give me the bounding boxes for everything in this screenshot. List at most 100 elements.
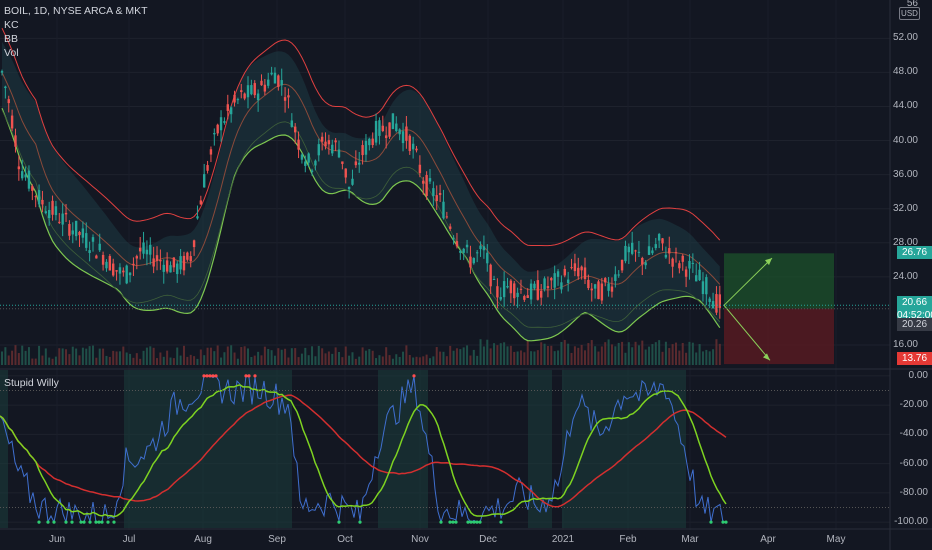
oversold-dot	[478, 520, 482, 524]
indicator-kc[interactable]: KC	[4, 19, 19, 31]
volume-bar	[705, 349, 708, 365]
volume-bar	[584, 350, 587, 365]
candle-body	[459, 250, 462, 253]
volume-bar	[422, 356, 425, 365]
oversold-dot	[112, 520, 116, 524]
price-tick-label: 36.00	[892, 168, 918, 180]
oscillator-title[interactable]: Stupid Willy	[4, 377, 59, 389]
oversold-dot	[499, 520, 503, 524]
volume-bar	[644, 349, 647, 365]
volume-bar	[1, 351, 3, 365]
symbol-title[interactable]: BOIL, 1D, NYSE ARCA & MKT	[4, 5, 148, 17]
candle-body	[678, 263, 681, 269]
candle-body	[324, 141, 327, 147]
overbought-dot	[253, 374, 257, 378]
volume-bar	[317, 345, 320, 365]
time-tick-label: Feb	[619, 534, 637, 545]
volume-bar	[607, 339, 610, 365]
candle-body	[482, 246, 486, 251]
candle-body	[347, 186, 351, 190]
candle-body	[415, 148, 418, 151]
candle-body	[550, 278, 553, 281]
candle-body	[684, 269, 688, 277]
candle-body	[499, 296, 502, 300]
arrow-head	[763, 353, 770, 361]
volume-bar	[459, 349, 462, 365]
candle-body	[203, 174, 206, 188]
candle-body	[307, 153, 310, 163]
oversold-dot	[64, 520, 68, 524]
oversold-dot	[37, 520, 41, 524]
candle-body	[101, 254, 105, 265]
volume-bar	[203, 355, 206, 365]
currency-badge[interactable]: USD	[899, 7, 920, 20]
volume-bar	[718, 343, 721, 365]
volume-bar	[149, 346, 152, 365]
candle-body	[277, 75, 280, 87]
candle-body	[597, 281, 600, 300]
volume-bar	[338, 351, 340, 365]
osc-zone	[124, 370, 292, 528]
slow-line	[0, 394, 727, 508]
candle-body	[378, 120, 381, 136]
volume-bar	[334, 347, 337, 365]
volume-bar	[557, 350, 560, 365]
osc-tick-label: -60.00	[899, 457, 928, 469]
volume-bar	[462, 347, 465, 365]
price-tick-label: 28.00	[892, 236, 918, 248]
volume-bar	[304, 347, 307, 365]
volume-bar	[297, 357, 300, 365]
candle-body	[422, 180, 425, 184]
volume-bar	[75, 348, 78, 365]
candle-body	[708, 298, 711, 302]
candle-body	[715, 294, 718, 313]
volume-bar	[354, 358, 357, 365]
volume-bar	[61, 348, 64, 365]
price-tick-label: 56	[906, 0, 918, 10]
volume-bar	[196, 358, 199, 365]
oscillator-shade	[0, 370, 686, 528]
candle-body	[317, 144, 320, 156]
volume-bar	[435, 347, 438, 365]
volume-bar	[600, 346, 603, 365]
candle-body	[630, 242, 634, 254]
oversold-dot	[100, 520, 104, 524]
volume-bar	[597, 351, 600, 365]
price-tick-label: 24.00	[892, 270, 918, 282]
candle-body	[529, 283, 533, 300]
overbought-dot	[208, 374, 212, 378]
candle-body	[287, 95, 290, 98]
price-tick-label: 32.00	[892, 202, 918, 214]
volume-bar	[391, 358, 394, 365]
candle-body	[364, 140, 368, 155]
current-price-tag: 20.66 04:52:00	[897, 296, 932, 322]
candle-body	[405, 126, 408, 141]
volume-bar	[95, 357, 98, 365]
volume-bar	[277, 348, 280, 365]
candle-body	[432, 188, 435, 197]
keltner-mid	[1, 72, 721, 291]
volume-bar	[482, 346, 485, 365]
candle-body	[209, 149, 213, 155]
volume-bar	[54, 356, 57, 365]
volume-bar	[398, 356, 401, 365]
indicator-vol[interactable]: Vol	[4, 47, 19, 59]
candle-body	[44, 211, 48, 214]
candle-body	[98, 243, 101, 251]
oversold-dot	[721, 520, 725, 524]
candle-body	[654, 244, 657, 249]
candle-body	[206, 165, 209, 171]
candle-body	[371, 138, 374, 146]
indicator-bb[interactable]: BB	[4, 33, 19, 45]
volume-bar	[156, 358, 159, 365]
candle-body	[701, 281, 705, 295]
volume-bar	[479, 339, 482, 365]
volume-bar	[375, 358, 378, 365]
candle-body	[260, 80, 263, 86]
volume-bar	[418, 357, 421, 365]
volume-bar	[88, 346, 91, 365]
volume-bar	[533, 351, 536, 365]
volume-bar	[493, 343, 496, 365]
candle-body	[617, 274, 620, 276]
